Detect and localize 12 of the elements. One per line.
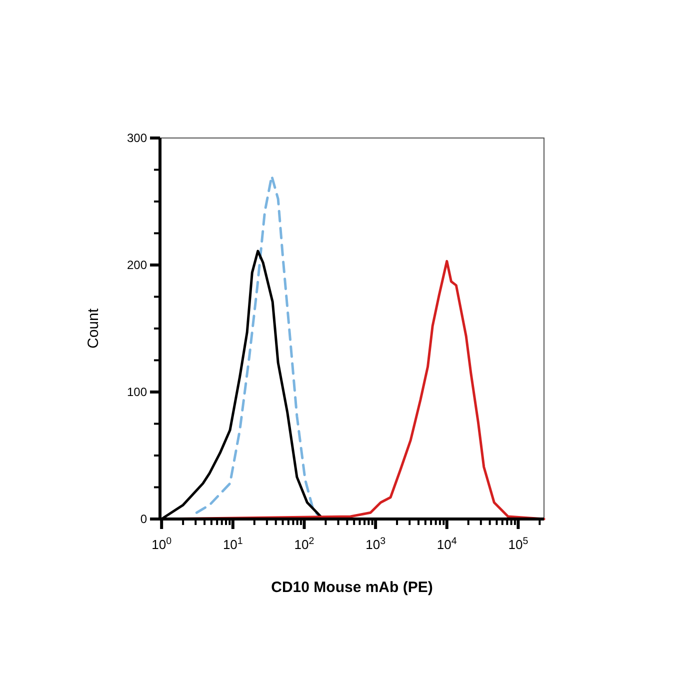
- x-tick-label: 10$^{1}$: [222, 536, 243, 552]
- y-tick-label: 100: [126, 385, 148, 399]
- x-tick-label: 10$^{0}$: [152, 536, 172, 552]
- x-tick-label: 10$^{2}$: [294, 536, 314, 552]
- y-tick-label: 0: [140, 512, 148, 526]
- x-tick-label: 10$^{4}$: [436, 536, 458, 552]
- y-tick-label: 200: [126, 258, 148, 272]
- y-tick-label: 300: [126, 131, 148, 145]
- x-axis-title: CD10 Mouse mAb (PE): [271, 579, 433, 596]
- y-axis-title: Count: [85, 308, 102, 349]
- x-tick-label: 10$^{3}$: [366, 536, 386, 552]
- x-tick-label: 10$^{5}$: [508, 536, 529, 552]
